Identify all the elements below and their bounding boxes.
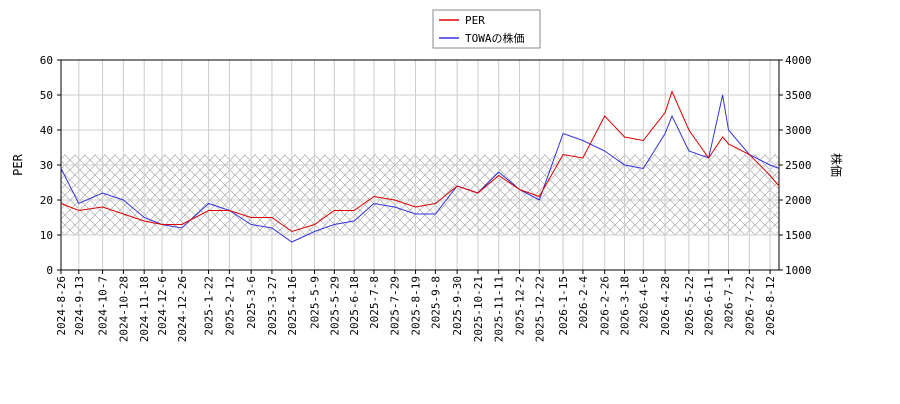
y-tick-label: 40 <box>40 124 53 137</box>
x-tick-label: 2025-11-11 <box>493 276 506 342</box>
x-tick-label: 2024-10-7 <box>97 276 110 336</box>
y-tick-label: 10 <box>40 229 53 242</box>
x-tick-label: 2026-2-4 <box>577 276 590 329</box>
x-tick-label: 2026-4-28 <box>659 276 672 336</box>
x-tick-label: 2024-10-28 <box>117 276 130 342</box>
x-tick-label: 2025-12-2 <box>514 276 527 336</box>
x-tick-label: 2024-11-18 <box>138 276 151 342</box>
plot-frame <box>60 59 780 271</box>
y2-tick-label: 1500 <box>785 229 812 242</box>
series-line <box>60 90 780 233</box>
x-tick-label: 2026-8-12 <box>764 276 777 336</box>
y-tick-label: 50 <box>40 89 53 102</box>
series-line <box>60 94 780 243</box>
x-tick-label: 2026-2-26 <box>599 276 612 336</box>
x-tick-label: 2024-12-6 <box>156 276 169 336</box>
x-tick-label: 2025-10-21 <box>472 276 485 342</box>
x-tick-label: 2026-1-15 <box>557 276 570 336</box>
x-tick-label: 2025-12-22 <box>533 276 546 342</box>
x-tick-label: 2025-2-12 <box>223 276 236 336</box>
legend-label: PER <box>465 14 485 27</box>
x-tick-label: 2025-3-27 <box>266 276 279 336</box>
y2-axis-label: 株価 <box>829 153 844 177</box>
y2-tick-label: 3000 <box>785 124 812 137</box>
x-tick-label: 2026-5-22 <box>683 276 696 336</box>
y2-tick-label: 4000 <box>785 54 812 67</box>
y-tick-label: 60 <box>40 54 53 67</box>
x-tick-label: 2025-1-22 <box>203 276 216 336</box>
x-tick-label: 2025-9-8 <box>429 276 442 329</box>
x-tick-label: 2026-6-11 <box>703 276 716 336</box>
x-tick-label: 2025-9-30 <box>451 276 464 336</box>
x-tick-label: 2025-3-6 <box>245 276 258 329</box>
x-tick-label: 2024-9-13 <box>73 276 86 336</box>
x-tick-label: 2025-7-29 <box>389 276 402 336</box>
x-tick-label: 2026-4-6 <box>637 276 650 329</box>
y-axis-label: PER <box>11 153 25 175</box>
y-tick-label: 20 <box>40 194 53 207</box>
x-tick-label: 2025-5-9 <box>309 276 322 329</box>
x-tick-label: 2024-12-26 <box>176 276 189 342</box>
x-tick-label: 2026-7-1 <box>722 276 735 329</box>
y-tick-label: 0 <box>46 264 53 277</box>
x-tick-label: 2025-4-16 <box>286 276 299 336</box>
shaded-band <box>61 154 779 235</box>
y2-tick-label: 2000 <box>785 194 812 207</box>
y-tick-label: 30 <box>40 159 53 172</box>
legend-label: TOWAの株価 <box>465 31 525 45</box>
y2-tick-label: 3500 <box>785 89 812 102</box>
x-tick-label: 2025-8-19 <box>410 276 423 336</box>
x-tick-label: 2025-5-29 <box>328 276 341 336</box>
y2-tick-label: 2500 <box>785 159 812 172</box>
legend-box <box>432 9 541 49</box>
x-tick-label: 2026-7-22 <box>743 276 756 336</box>
x-tick-label: 2025-6-18 <box>348 276 361 336</box>
x-tick-label: 2026-3-18 <box>619 276 632 336</box>
y2-tick-label: 1000 <box>785 264 812 277</box>
x-tick-label: 2025-7-8 <box>368 276 381 329</box>
x-tick-label: 2024-8-26 <box>55 276 68 336</box>
